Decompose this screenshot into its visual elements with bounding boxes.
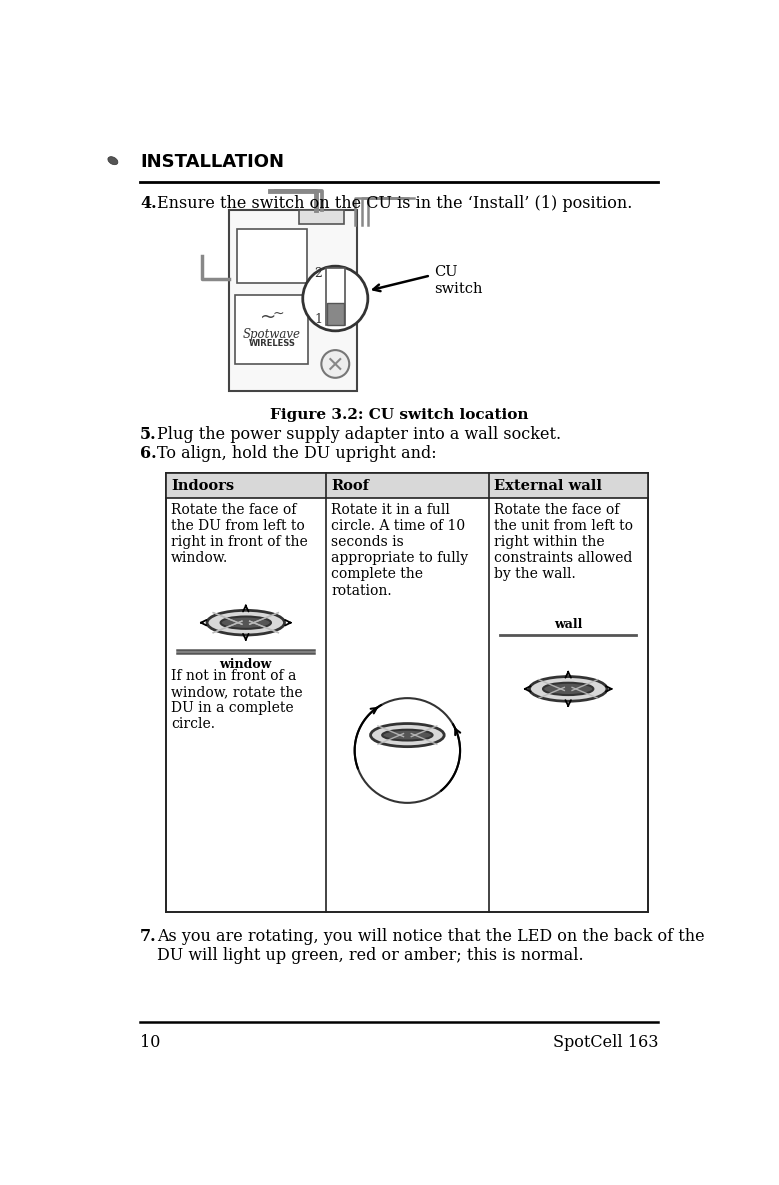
Text: Rotate the face of
the unit from left to
right within the
constraints allowed
by: Rotate the face of the unit from left to… <box>494 502 633 582</box>
Text: CU
switch: CU switch <box>435 265 483 295</box>
Bar <box>166 473 647 912</box>
Text: Rotate it in a full
circle. A time of 10
seconds is
appropriate to fully
complet: Rotate it in a full circle. A time of 10… <box>331 502 468 597</box>
Bar <box>326 268 344 326</box>
Text: 10: 10 <box>140 1033 160 1051</box>
Bar <box>166 473 647 498</box>
Ellipse shape <box>530 677 607 702</box>
Ellipse shape <box>220 616 271 629</box>
Text: 7.: 7. <box>140 928 157 944</box>
Text: ~: ~ <box>259 308 276 327</box>
Ellipse shape <box>382 730 432 741</box>
Bar <box>237 229 307 283</box>
Bar <box>326 303 344 325</box>
Bar <box>326 303 344 325</box>
Text: Ensure the switch on the CU is in the ‘Install’ (1) position.: Ensure the switch on the CU is in the ‘I… <box>157 194 633 212</box>
Text: WIRELESS: WIRELESS <box>249 339 295 348</box>
Circle shape <box>303 267 368 331</box>
Text: 1: 1 <box>314 313 323 326</box>
Circle shape <box>354 698 460 803</box>
Ellipse shape <box>543 683 594 696</box>
Text: Plug the power supply adapter into a wall socket.: Plug the power supply adapter into a wal… <box>157 425 561 442</box>
Text: 2: 2 <box>314 268 323 281</box>
Ellipse shape <box>371 724 444 747</box>
Bar <box>229 210 357 391</box>
Text: wall: wall <box>554 619 583 632</box>
Text: Spotwave: Spotwave <box>243 328 301 341</box>
Text: ~: ~ <box>272 307 284 321</box>
Text: SpotCell 163: SpotCell 163 <box>553 1033 658 1051</box>
Bar <box>299 210 344 224</box>
Text: To align, hold the DU upright and:: To align, hold the DU upright and: <box>157 444 437 462</box>
Ellipse shape <box>207 610 284 635</box>
Text: 4.: 4. <box>140 194 157 212</box>
Text: External wall: External wall <box>494 479 602 493</box>
Text: As you are rotating, you will notice that the LED on the back of the
DU will lig: As you are rotating, you will notice tha… <box>157 928 705 965</box>
Text: Figure 3.2: CU switch location: Figure 3.2: CU switch location <box>270 408 529 422</box>
Text: INSTALLATION: INSTALLATION <box>140 154 284 172</box>
Text: 6.: 6. <box>140 444 157 462</box>
Circle shape <box>322 350 349 378</box>
Text: Roof: Roof <box>331 479 369 493</box>
Text: 5.: 5. <box>140 425 157 442</box>
Text: If not in front of a
window, rotate the
DU in a complete
circle.: If not in front of a window, rotate the … <box>171 668 302 731</box>
Text: window: window <box>220 658 272 671</box>
Ellipse shape <box>108 156 118 165</box>
Text: Indoors: Indoors <box>171 479 234 493</box>
Text: Rotate the face of
the DU from left to
right in front of the
window.: Rotate the face of the DU from left to r… <box>171 502 308 565</box>
Bar <box>235 295 308 364</box>
